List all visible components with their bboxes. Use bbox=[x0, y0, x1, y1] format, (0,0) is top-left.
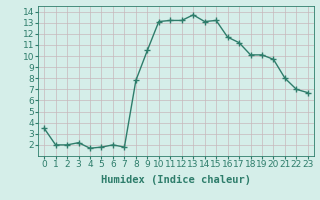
X-axis label: Humidex (Indice chaleur): Humidex (Indice chaleur) bbox=[101, 175, 251, 185]
